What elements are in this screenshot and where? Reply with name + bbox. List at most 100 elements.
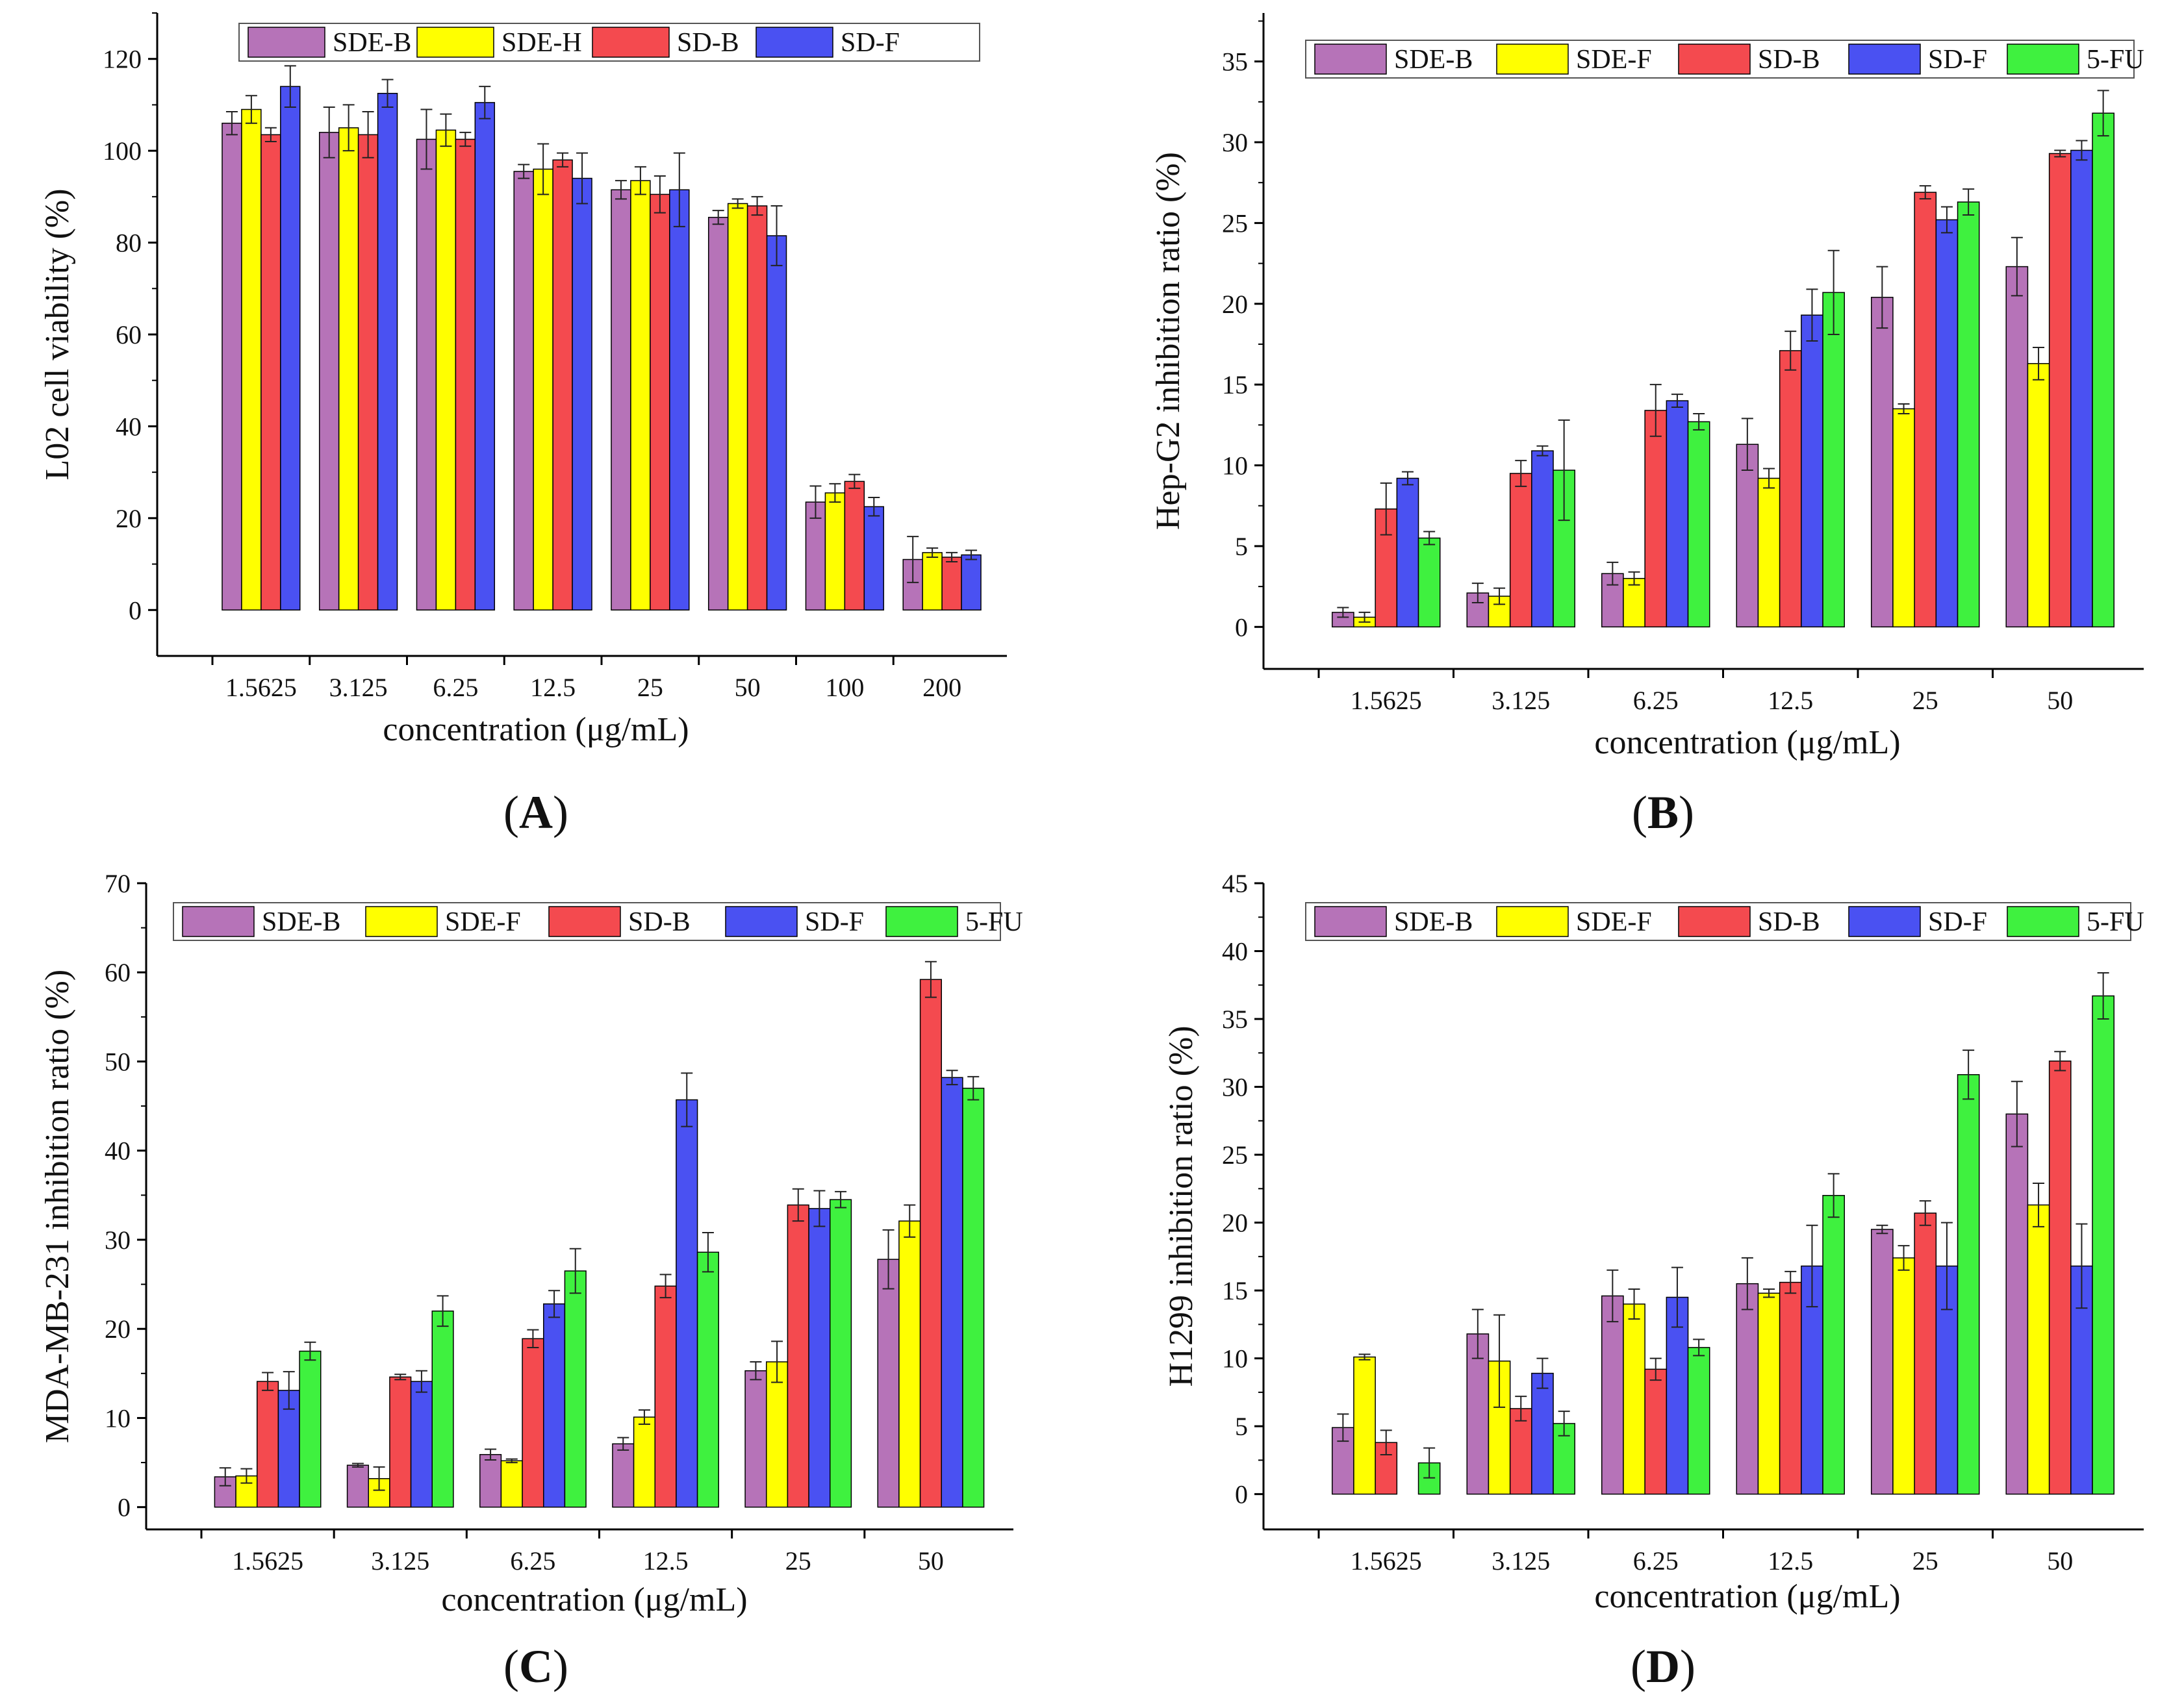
y-tick-label: 50 xyxy=(105,1047,131,1076)
bar-5-fu xyxy=(830,1199,852,1508)
x-tick-label: 25 xyxy=(1912,686,1938,715)
x-tick-label: 200 xyxy=(922,673,961,702)
bar-sd-f xyxy=(377,93,398,611)
legend-swatch-5-fu xyxy=(2007,906,2079,937)
bar-sd-f xyxy=(2070,149,2093,628)
y-tick-label: 10 xyxy=(1222,451,1248,481)
chart-panel-d: 0 5 10 15 20 25 30 35 40 45 1.5625 3.125 6.25 12.5 25 5… xyxy=(1163,869,2144,1692)
x-tick-label: 1.5625 xyxy=(225,673,297,702)
bar-sde-b xyxy=(612,1443,635,1508)
legend-swatch-sde-b xyxy=(1314,44,1387,75)
x-tick-label: 25 xyxy=(785,1546,811,1576)
y-tick-label: 0 xyxy=(1235,612,1248,642)
legend: SDE-B SDE-F SD-B SD-F 5-FU xyxy=(1305,40,2144,79)
bar-5-fu xyxy=(431,1311,454,1508)
bar-sde-b xyxy=(1871,297,1894,628)
y-tick-label: 70 xyxy=(105,869,131,898)
bar-5-fu xyxy=(2092,112,2115,628)
panel-label: (A) xyxy=(503,786,568,838)
legend-swatch-sd-f xyxy=(1848,906,1921,937)
y-tick-label: 20 xyxy=(116,504,142,533)
bar-sd-b xyxy=(844,481,865,611)
bar-5-fu xyxy=(1687,1347,1710,1495)
bar-sd-b xyxy=(746,205,768,611)
bar-sde-h xyxy=(630,180,651,611)
x-tick-label: 6.25 xyxy=(1633,686,1679,715)
x-tick-label: 3.125 xyxy=(1492,686,1550,715)
x-tick-label: 3.125 xyxy=(371,1546,429,1576)
y-tick-label: 10 xyxy=(1222,1344,1248,1374)
bar-sde-h xyxy=(824,492,846,611)
bar-sd-b xyxy=(1644,410,1668,628)
bar-sd-f xyxy=(1801,314,1823,628)
bar-sde-b xyxy=(707,216,729,611)
x-axis-title: concentration (μg/mL) xyxy=(441,1581,747,1618)
legend-swatch-sd-f xyxy=(725,906,798,937)
bar-sde-f xyxy=(1623,1303,1645,1495)
y-tick-label: 80 xyxy=(116,229,142,258)
y-tick-label: 120 xyxy=(103,45,142,74)
y-tick-label: 30 xyxy=(1222,128,1248,157)
legend-label-sde-b: SDE-B xyxy=(1394,45,1473,75)
y-tick-label: 5 xyxy=(1235,1412,1248,1441)
y-tick-label: 35 xyxy=(1222,47,1248,77)
bar-sde-b xyxy=(744,1370,767,1508)
bar-sde-f xyxy=(898,1220,921,1508)
bar-sd-f xyxy=(572,177,592,611)
legend-label-sde-f: SDE-F xyxy=(1576,45,1652,75)
bar-sde-f xyxy=(1623,577,1645,628)
bar-sde-b xyxy=(1466,1333,1490,1495)
bar-sde-f xyxy=(766,1361,789,1508)
y-axis-title: H1299 inhibition ratio (%) xyxy=(1163,1025,1200,1387)
legend-swatch-sde-b xyxy=(1314,906,1387,937)
bar-5-fu xyxy=(696,1251,720,1508)
legend-label-sd-b: SD-B xyxy=(1758,907,1820,937)
y-tick-label: 0 xyxy=(1235,1480,1248,1509)
x-tick-label: 6.25 xyxy=(1633,1546,1679,1576)
legend-swatch-5-fu xyxy=(2007,44,2079,75)
legend-label-5-fu: 5-FU xyxy=(2087,45,2144,75)
bar-sd-f xyxy=(1666,1296,1689,1495)
legend-swatch-sde-b xyxy=(182,906,255,937)
y-tick-label: 20 xyxy=(1222,290,1248,319)
legend-swatch-sde-f xyxy=(365,906,438,937)
bar-sd-f xyxy=(1935,219,1959,628)
x-axis-title: concentration (μg/mL) xyxy=(1594,724,1900,761)
legend-swatch-sd-b xyxy=(1678,906,1751,937)
bar-sde-b xyxy=(877,1259,900,1508)
bar-sd-f xyxy=(1531,450,1554,628)
legend: SDE-B SDE-F SD-B SD-F 5-FU xyxy=(1305,902,2144,941)
bar-sde-h xyxy=(338,127,359,611)
y-tick-label: 100 xyxy=(103,136,142,166)
legend-label-sde-b: SDE-B xyxy=(333,28,411,58)
x-tick-label: 6.25 xyxy=(510,1546,555,1576)
bar-sd-b xyxy=(552,159,573,611)
y-tick-label: 60 xyxy=(105,958,131,987)
legend-swatch-sde-h xyxy=(416,27,494,58)
bar-5-fu xyxy=(1957,1074,1980,1495)
bar-5-fu xyxy=(1553,470,1576,628)
bar-sd-f xyxy=(410,1381,433,1508)
bar-sd-b xyxy=(1509,1408,1532,1495)
bar-5-fu xyxy=(962,1087,985,1508)
bar-sd-b xyxy=(1644,1368,1668,1495)
panel-label: (C) xyxy=(503,1640,568,1692)
y-axis-title: L02 cell viability (%) xyxy=(39,188,76,480)
bar-sd-f xyxy=(280,86,301,611)
x-tick-label: 1.5625 xyxy=(1351,686,1422,715)
bar-sd-b xyxy=(1914,192,1937,628)
x-axis-title: concentration (μg/mL) xyxy=(1594,1578,1900,1615)
bar-5-fu xyxy=(2092,995,2115,1495)
y-axis-title: MDA-MB-231 inhibition ratio (%) xyxy=(39,970,76,1443)
bar-sde-f xyxy=(1892,1257,1915,1495)
x-tick-label: 12.5 xyxy=(1768,1546,1813,1576)
bar-sd-f xyxy=(961,554,982,611)
bar-sd-b xyxy=(2048,153,2072,628)
legend-swatch-sd-b xyxy=(1678,44,1751,75)
y-tick-label: 40 xyxy=(105,1137,131,1166)
x-tick-label: 12.5 xyxy=(643,1546,689,1576)
bar-sd-b xyxy=(919,979,943,1508)
legend-swatch-sd-b xyxy=(592,27,670,58)
legend-label-sde-b: SDE-B xyxy=(1394,907,1473,937)
legend-label-sde-f: SDE-F xyxy=(1576,907,1652,937)
